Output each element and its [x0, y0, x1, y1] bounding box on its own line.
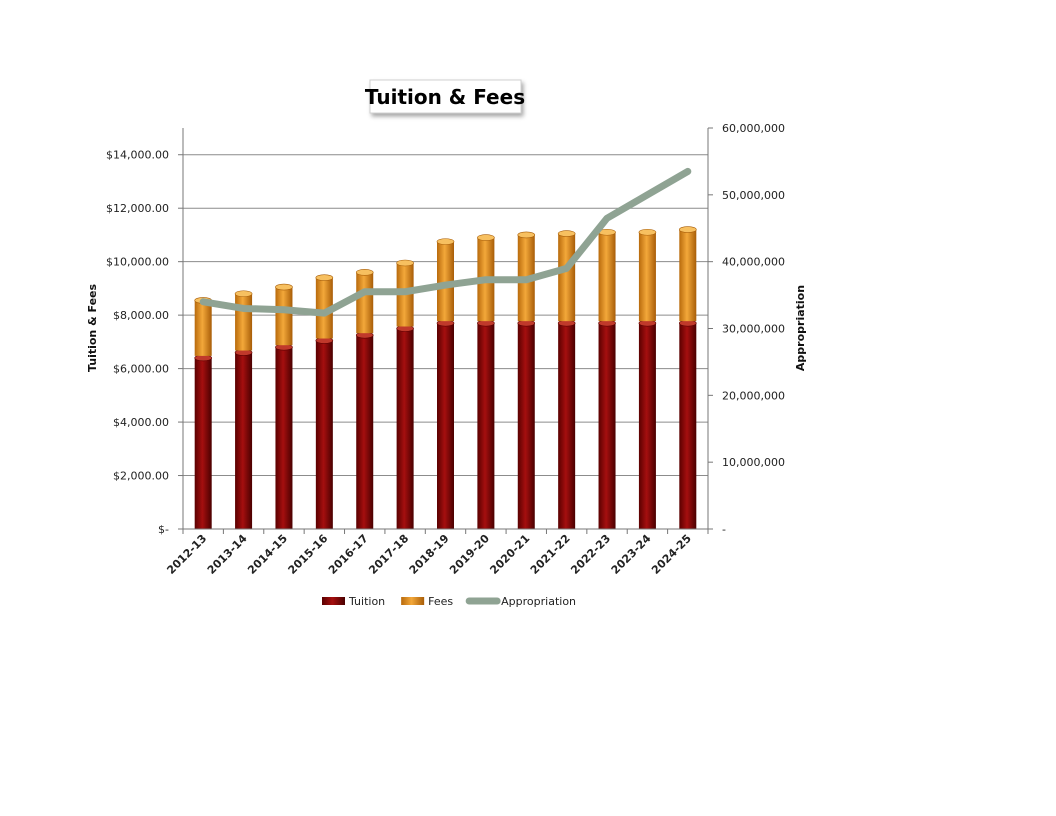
bar-fees-cap — [477, 234, 495, 241]
bar-fees — [356, 272, 374, 334]
bar-fees — [679, 229, 697, 322]
y-tick-label: $14,000.00 — [106, 149, 169, 162]
bar-fees-cap — [355, 269, 374, 276]
x-tick-label: 2021-22 — [528, 532, 573, 577]
bar-tuition — [275, 347, 293, 529]
y2-tick-label: 50,000,000 — [722, 189, 785, 202]
x-tick-label: 2020-21 — [487, 532, 532, 577]
bar-tuition — [517, 323, 535, 529]
bar-fees-cap — [234, 290, 253, 298]
y2-tick-label: 30,000,000 — [722, 323, 785, 336]
bar-tuition — [558, 323, 576, 529]
y-tick-label: $6,000.00 — [113, 363, 169, 376]
legend: Tuition Fees Appropriation — [322, 595, 576, 608]
chart-title: Tuition & Fees — [365, 85, 525, 109]
bar-fees — [235, 293, 253, 351]
x-tick-label: 2015-16 — [286, 532, 331, 577]
bar-tuition — [194, 357, 212, 529]
x-tick-label: 2017-18 — [366, 532, 411, 577]
bar-fees-cap — [557, 230, 576, 237]
y-tick-label: $8,000.00 — [113, 309, 169, 322]
bar-fees-cap — [396, 259, 414, 267]
bar-tuition — [598, 323, 616, 529]
chart-title-box: Tuition & Fees — [365, 79, 525, 114]
bar-fees-cap — [436, 238, 455, 245]
x-tick-label: 2024-25 — [649, 532, 694, 577]
x-tick-label: 2014-15 — [245, 532, 290, 577]
x-tick-label: 2013-14 — [205, 532, 250, 577]
x-tick-label: 2016-17 — [326, 532, 371, 577]
bar-tuition — [235, 352, 253, 529]
y-axis-title: Tuition & Fees — [86, 284, 99, 373]
bar-tuition — [679, 323, 697, 529]
bar-fees-cap — [275, 283, 293, 291]
bar-tuition — [477, 323, 495, 529]
x-tick-label: 2012-13 — [164, 532, 209, 577]
bar-fees — [638, 232, 656, 322]
bar-tuition — [396, 328, 414, 529]
bar-fees-cap — [679, 226, 697, 233]
y-tick-label: $2,000.00 — [113, 470, 169, 483]
appropriation-line — [199, 167, 692, 317]
bar-fees — [558, 233, 576, 322]
legend-swatch — [401, 597, 425, 605]
y-tick-label: $4,000.00 — [113, 416, 169, 429]
y2-tick-label: 40,000,000 — [722, 256, 785, 269]
bar-fees-cap — [517, 231, 536, 239]
x-tick-label: 2018-19 — [407, 532, 452, 577]
bar-fees-cap — [638, 228, 657, 236]
legend-label: Appropriation — [501, 595, 576, 608]
y2-tick-label: 60,000,000 — [722, 122, 785, 135]
legend-label: Fees — [428, 595, 453, 608]
bar-fees — [598, 232, 616, 322]
bar-fees — [437, 241, 454, 322]
y-tick-label: $- — [158, 523, 169, 536]
bar-tuition — [315, 340, 333, 529]
bar-tuition — [638, 323, 656, 529]
y2-tick-label: - — [722, 523, 726, 536]
bar-fees — [194, 300, 212, 356]
x-tick-label: 2023-24 — [609, 532, 654, 577]
x-tick-label: 2019-20 — [447, 532, 492, 577]
y-tick-label: $12,000.00 — [106, 202, 169, 215]
bar-tuition — [356, 335, 374, 529]
legend-label: Tuition — [348, 595, 385, 608]
bars — [194, 226, 697, 529]
y2-axis-title: Appropriation — [794, 285, 807, 371]
legend-swatch — [322, 597, 345, 605]
y-tick-label: $10,000.00 — [106, 256, 169, 269]
y2-tick-label: 20,000,000 — [722, 389, 785, 402]
bar-fees — [315, 277, 333, 339]
appropriation-series-line — [199, 167, 692, 317]
y2-tick-label: 10,000,000 — [722, 456, 785, 469]
x-tick-label: 2022-23 — [568, 532, 613, 577]
bar-fees — [275, 287, 293, 346]
bar-fees-cap — [315, 274, 334, 282]
bar-tuition — [437, 323, 454, 529]
